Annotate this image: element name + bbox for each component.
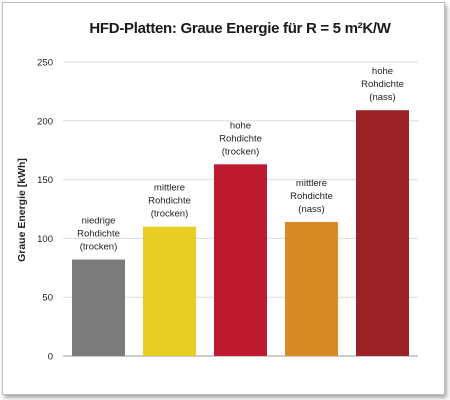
y-tick-label: 0 — [48, 352, 53, 363]
bar-label: mittlere — [154, 183, 185, 194]
bar-label: (trocken) — [222, 146, 259, 157]
bar — [356, 110, 409, 356]
bar-label: (nass) — [298, 204, 324, 215]
bar-label: Rohdichte — [219, 133, 262, 144]
bar — [143, 226, 196, 356]
bar-label: (nass) — [369, 92, 395, 103]
y-tick-label: 50 — [42, 293, 53, 304]
bar-label: Rohdichte — [148, 196, 191, 207]
chart-title: HFD-Platten: Graue Energie für R = 5 m²K… — [89, 20, 391, 37]
bar-label: (trocken) — [151, 209, 188, 220]
bar — [72, 259, 125, 356]
bar-label: Rohdichte — [290, 191, 333, 202]
bar — [285, 221, 338, 356]
bar-label: hohe — [372, 66, 393, 77]
bar — [214, 164, 267, 356]
y-tick-label: 150 — [37, 175, 53, 186]
y-tick-label: 100 — [37, 234, 53, 245]
bar-label: niedrige — [82, 216, 116, 227]
bar-label: hohe — [230, 120, 251, 131]
y-tick-label: 200 — [37, 116, 53, 127]
y-axis-label: Graue Energie [kWh] — [16, 158, 28, 262]
bar-label: mittlere — [296, 178, 327, 189]
bar-label: (trocken) — [80, 242, 117, 253]
bar-label: Rohdichte — [361, 79, 404, 90]
y-tick-label: 250 — [37, 58, 53, 69]
bar-label: Rohdichte — [77, 229, 120, 240]
